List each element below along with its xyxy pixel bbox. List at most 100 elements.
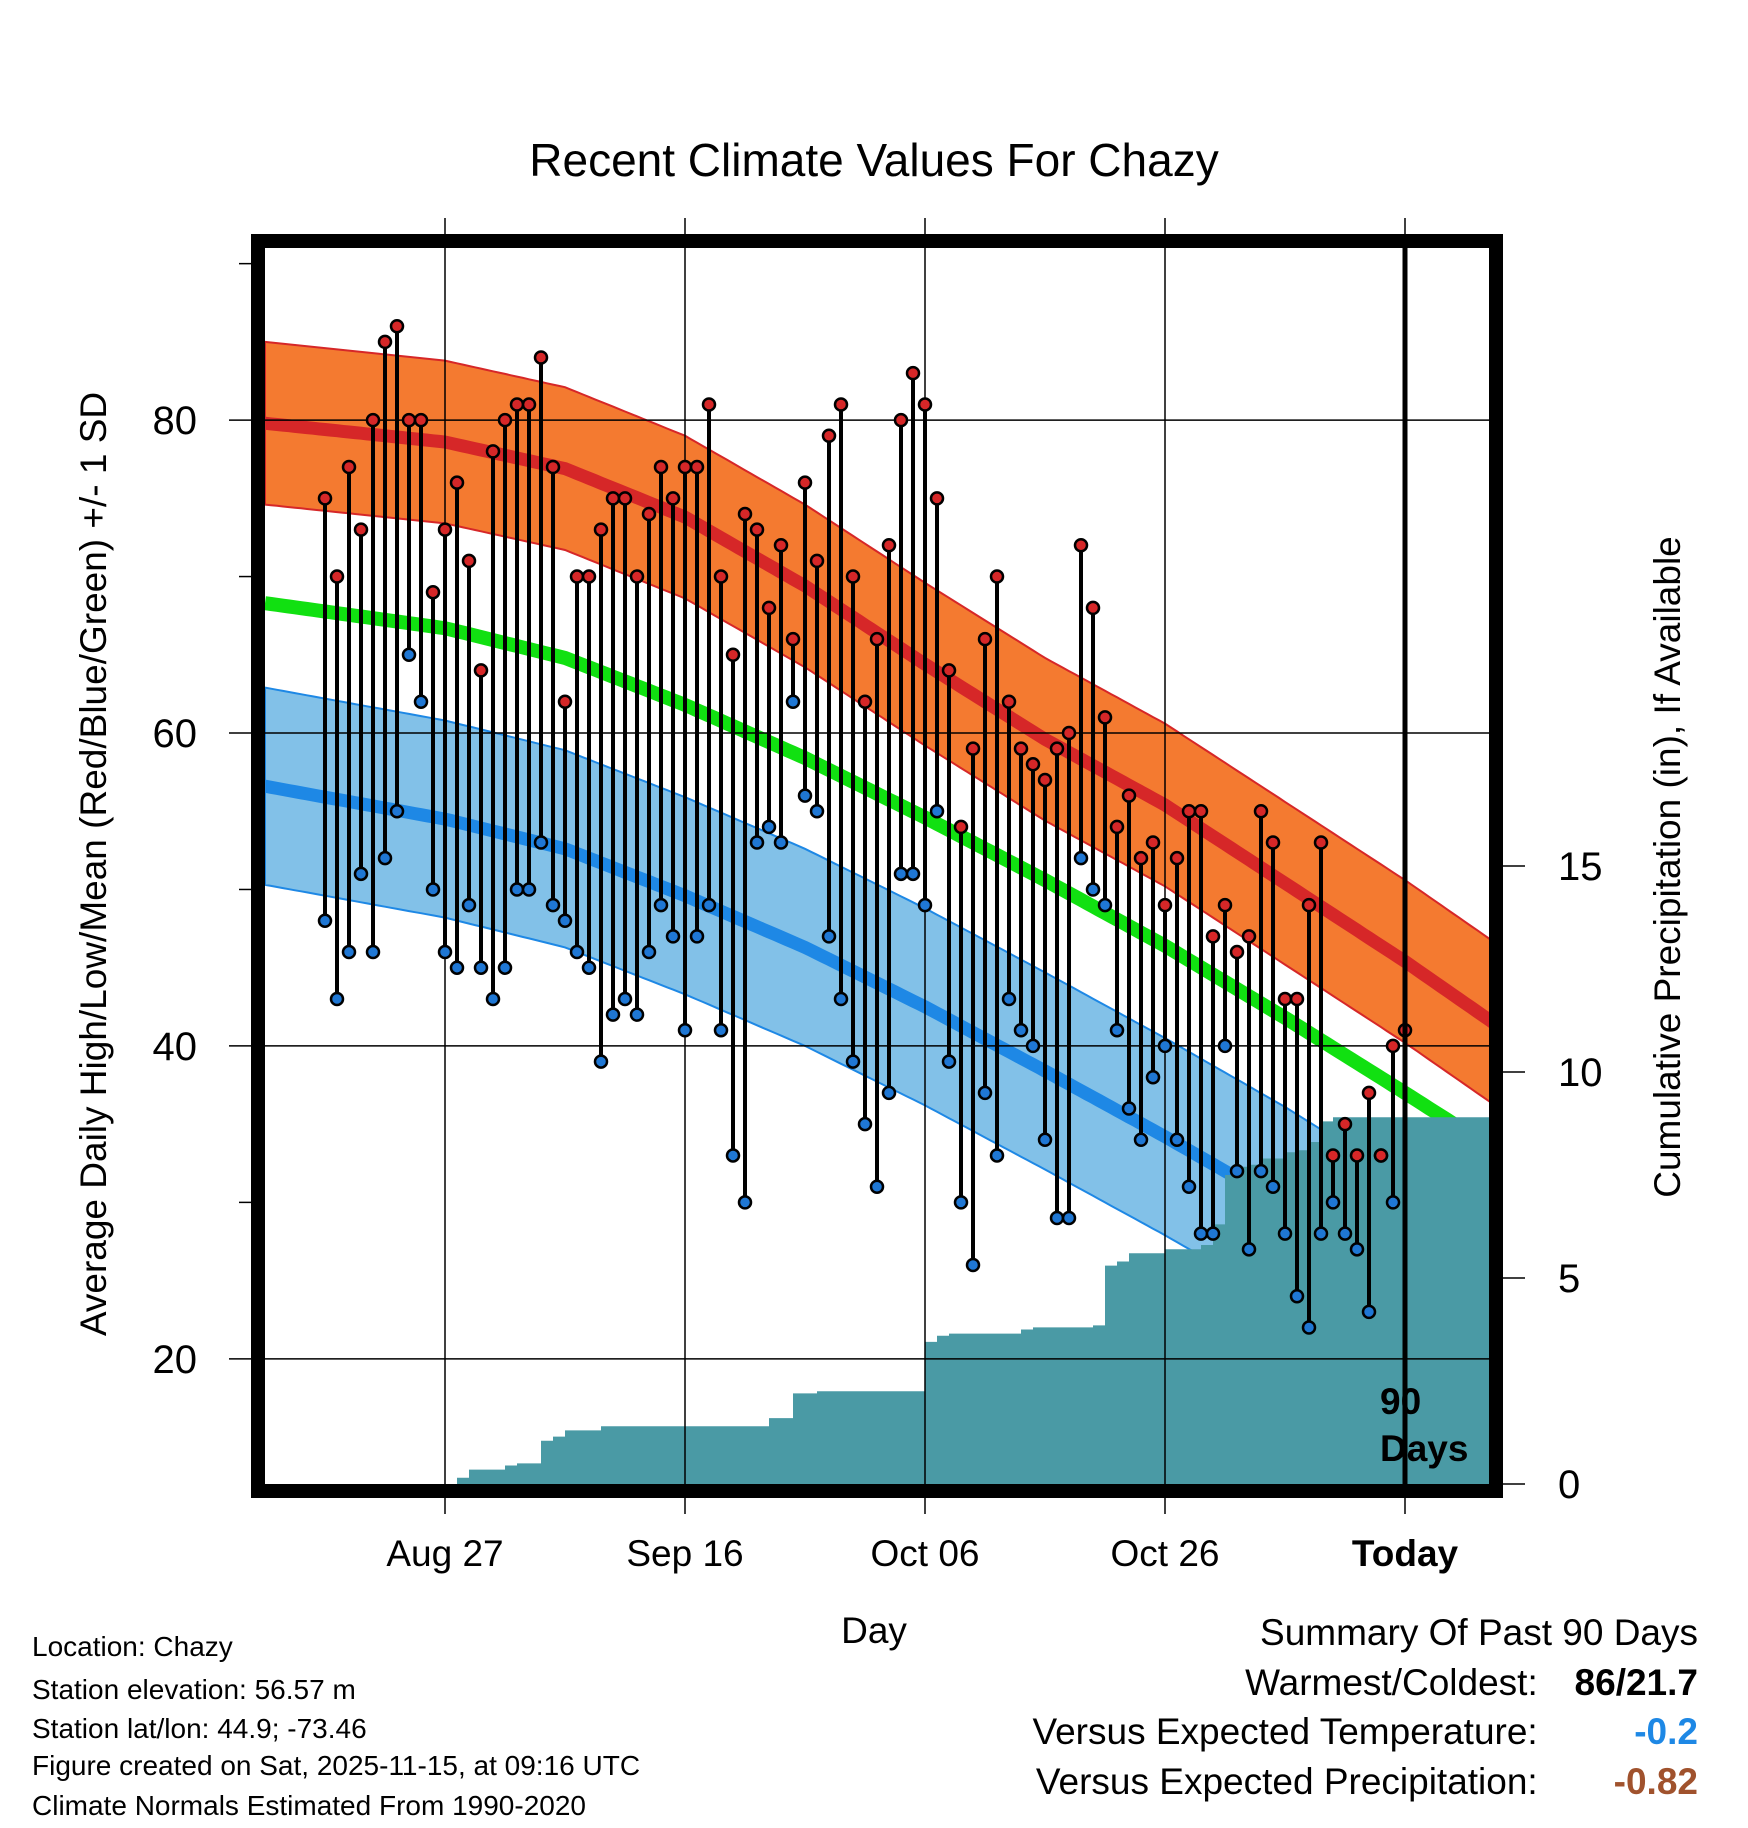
daily-high-point: [725, 647, 741, 663]
daily-low-point: [785, 694, 801, 709]
daily-high-point: [389, 318, 405, 334]
daily-low-point: [485, 991, 501, 1007]
daily-high-point: [1373, 1148, 1389, 1163]
daily-low-point: [1049, 1210, 1065, 1226]
x-tick-label: Today: [1352, 1533, 1459, 1574]
daily-low-point: [641, 944, 657, 960]
y-axis-label-left: Average Daily High/Low/Mean (Red/Blue/Gr…: [73, 392, 114, 1336]
y-tick-label-left: 20: [153, 1338, 198, 1382]
y-tick-label-right: 15: [1558, 845, 1603, 889]
axes: Aug 27 Sep 16 Oct 06 Oct 26 Today 20 40 60 80 0 5 1…: [153, 218, 1603, 1574]
daily-high-point: [785, 631, 801, 647]
y-tick-label-right: 0: [1558, 1463, 1580, 1507]
daily-low-point: [941, 1054, 957, 1069]
daily-high-point: [893, 412, 909, 428]
daily-low-point: [1265, 1179, 1281, 1194]
daily-low-point: [1337, 1226, 1353, 1241]
daily-high-point: [1073, 538, 1089, 553]
daily-high-point: [1217, 897, 1233, 913]
daily-high-point: [953, 819, 969, 835]
daily-high-point: [497, 412, 513, 428]
daily-high-point: [917, 397, 933, 412]
daily-high-point: [749, 522, 765, 537]
daily-high-point: [713, 569, 729, 584]
daily-low-point: [461, 897, 477, 913]
daily-high-point: [557, 694, 573, 709]
daily-low-point: [557, 913, 573, 929]
daily-high-point: [821, 428, 837, 443]
daily-low-point: [869, 1179, 885, 1194]
daily-low-point: [1085, 882, 1101, 897]
daily-high-point: [1193, 803, 1209, 819]
daily-high-point: [665, 491, 681, 506]
daily-high-point: [1085, 600, 1101, 616]
daily-high-point: [1265, 835, 1281, 850]
daily-high-point: [881, 538, 897, 553]
info-normals-period: Climate Normals Estimated From 1990-2020: [32, 1790, 586, 1821]
y-axis-label-right: Cumulative Precipitation (in), If Availa…: [1647, 536, 1688, 1198]
daily-high-point: [677, 459, 693, 475]
daily-low-point: [1313, 1226, 1329, 1241]
plot-border: [251, 234, 1503, 1498]
daily-high-point: [845, 569, 861, 584]
daily-high-point: [929, 491, 945, 506]
daily-low-point: [521, 882, 537, 897]
daily-high-point: [1169, 850, 1185, 866]
daily-low-point: [725, 1148, 741, 1163]
daily-low-point: [1241, 1242, 1257, 1257]
daily-high-point: [353, 522, 369, 537]
daily-high-point: [809, 553, 825, 569]
daily-low-point: [605, 1007, 621, 1022]
daily-low-point: [533, 835, 549, 850]
x-tick-label: Oct 06: [871, 1533, 980, 1574]
daily-high-point: [977, 631, 993, 647]
daily-high-point: [1277, 991, 1293, 1007]
daily-high-point: [365, 412, 381, 428]
daily-high-point: [461, 553, 477, 569]
daily-low-point: [1073, 850, 1089, 866]
daily-high-point: [1049, 741, 1065, 756]
daily-low-point: [929, 803, 945, 819]
daily-high-point: [653, 459, 669, 475]
info-location: Location: Chazy: [32, 1631, 233, 1662]
daily-low-point: [977, 1085, 993, 1101]
daily-low-point: [1349, 1242, 1365, 1257]
daily-high-point: [617, 491, 633, 506]
daily-low-point: [1325, 1195, 1341, 1210]
daily-low-point: [953, 1195, 969, 1210]
daily-high-point: [509, 397, 525, 412]
summary-warm-cold: Warmest/Coldest: 86/21.7: [1245, 1662, 1698, 1704]
daily-low-point: [1037, 1132, 1053, 1148]
daily-high-point: [425, 584, 441, 600]
daily-high-point: [329, 569, 345, 584]
daily-low-point: [581, 960, 597, 975]
summary-temp: Versus Expected Temperature: -0.2: [1032, 1711, 1698, 1753]
daily-high-point: [1385, 1038, 1401, 1054]
daily-low-point: [1217, 1038, 1233, 1054]
daily-high-point: [869, 631, 885, 647]
chart-title: Recent Climate Values For Chazy: [529, 134, 1218, 186]
daily-high-point: [317, 491, 333, 506]
daily-high-point: [1157, 897, 1173, 913]
daily-high-point: [629, 569, 645, 584]
daily-high-point: [1013, 741, 1029, 756]
summary-warm-cold-value: 86/21.7: [1574, 1662, 1698, 1703]
daily-high-point: [689, 459, 705, 475]
daily-low-point: [509, 882, 525, 897]
daily-high-point: [1301, 897, 1317, 913]
daily-low-point: [677, 1023, 693, 1038]
info-latlon: Station lat/lon: 44.9; -73.46: [32, 1713, 367, 1744]
daily-low-point: [1181, 1179, 1197, 1194]
daily-low-point: [413, 694, 429, 709]
daily-low-point: [389, 803, 405, 819]
daily-high-point: [701, 397, 717, 412]
daily-low-point: [689, 929, 705, 944]
daily-low-point: [797, 788, 813, 803]
daily-low-point: [821, 929, 837, 944]
daily-low-point: [425, 882, 441, 897]
daily-high-point: [905, 365, 921, 381]
daily-low-point: [1157, 1038, 1173, 1054]
daily-high-point: [593, 522, 609, 537]
daily-high-point: [377, 334, 393, 350]
